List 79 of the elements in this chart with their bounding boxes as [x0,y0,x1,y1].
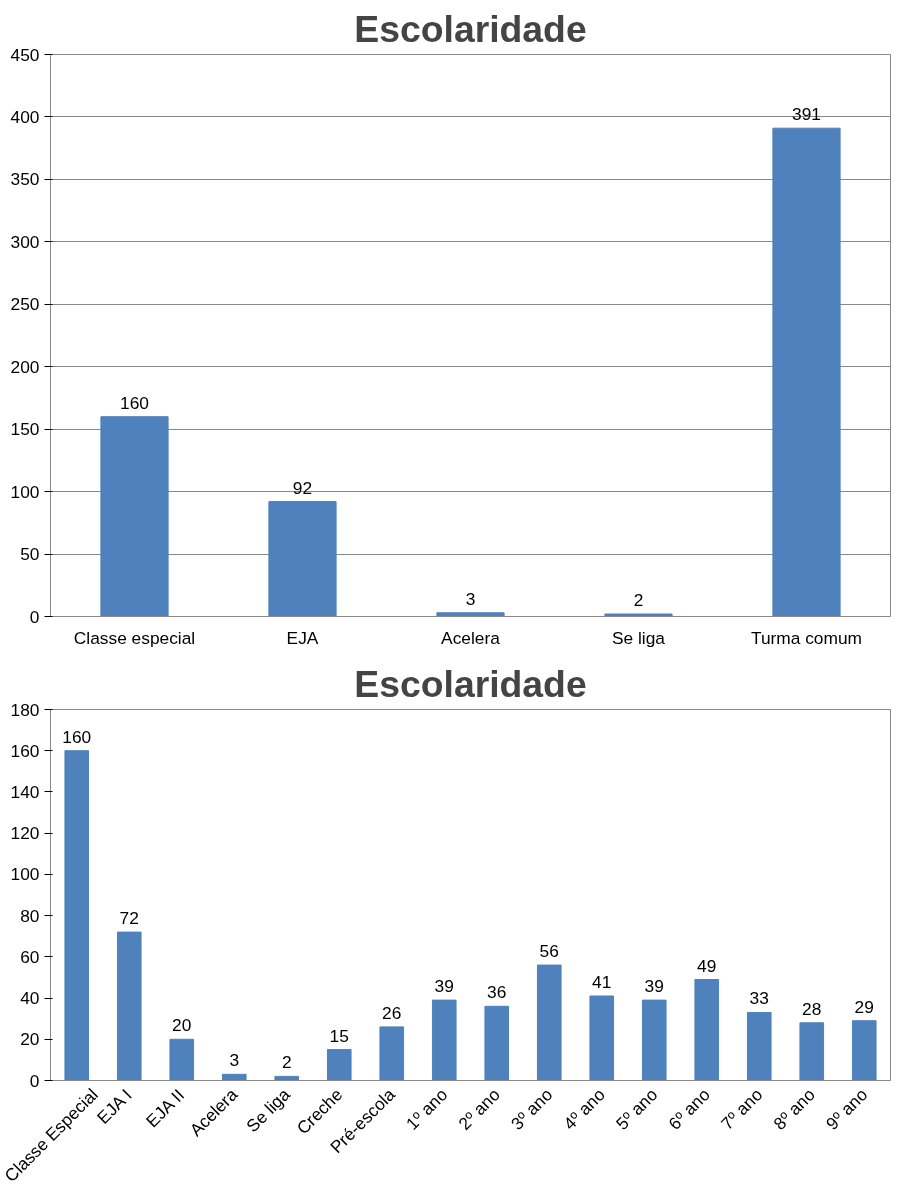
x-tick-label: 5º ano [612,1084,662,1134]
y-tick-label: 120 [10,823,40,844]
bar [604,613,673,617]
data-label: 49 [697,955,717,976]
x-tick-label: 6º ano [664,1084,714,1134]
data-label: 29 [854,996,874,1017]
chart-title: Escolaridade [354,7,587,50]
data-label: 15 [329,1025,349,1046]
x-tick-label: 9º ano [822,1084,872,1134]
bar [694,979,720,1081]
y-tick-label: 150 [10,419,40,440]
bar [379,1026,405,1081]
bar [641,999,667,1081]
data-label: 2 [281,1052,292,1073]
y-tick-label: 0 [29,606,40,627]
bar [746,1011,772,1081]
data-label: 3 [465,588,476,609]
y-tick-label: 100 [10,864,40,885]
bar [64,750,90,1081]
data-label: 28 [802,998,822,1019]
data-label: 3 [229,1050,240,1071]
y-tick-label: 80 [20,905,40,926]
bar [221,1073,247,1081]
x-tick-label: Se liga [612,627,666,648]
data-label: 39 [644,976,664,997]
y-tick-label: 350 [10,169,40,190]
data-label: 36 [487,982,507,1003]
x-tick-label: 1º ano [402,1084,452,1134]
x-tick-label: 3º ano [507,1084,557,1134]
data-label: 39 [434,976,454,997]
bar [589,995,615,1081]
bar [268,501,337,617]
x-tick-label: EJA II [141,1085,189,1132]
y-tick-label: 400 [10,106,40,127]
y-tick-label: 250 [10,294,40,315]
bar [100,416,169,617]
data-label: 26 [382,1002,402,1023]
y-tick-label: 200 [10,356,40,377]
x-tick-label: 7º ano [717,1084,767,1134]
data-label: 2 [633,590,644,610]
x-tick-label: Turma comum [750,627,863,648]
x-tick-label: Classe especial [73,627,196,648]
data-label: 72 [119,908,139,929]
y-tick-label: 180 [10,699,40,720]
data-label: 41 [592,971,612,992]
x-tick-label: 4º ano [559,1084,609,1134]
bar [484,1005,510,1081]
bar [851,1020,877,1081]
chart-title: Escolaridade [354,662,587,705]
bar [772,127,841,617]
data-label: 391 [792,104,821,125]
y-tick-label: 50 [20,544,40,565]
data-label: 56 [539,941,559,962]
x-tick-label: Se liga [242,1084,295,1137]
bar [431,999,457,1081]
x-tick-label: 2º ano [454,1084,504,1134]
bar [116,931,142,1081]
data-label: 160 [62,726,92,747]
x-tick-label: Acelera [441,627,501,648]
data-label: 160 [120,392,149,413]
bar [326,1049,352,1081]
bar [436,612,505,617]
y-tick-label: 450 [10,44,40,65]
x-tick-label: 8º ano [769,1084,819,1134]
y-tick-label: 100 [10,481,40,502]
y-tick-label: 300 [10,231,40,252]
data-label: 20 [172,1015,192,1036]
bar [799,1022,825,1081]
bar [536,964,562,1081]
y-tick-label: 0 [29,1070,40,1091]
y-tick-label: 160 [10,740,40,761]
y-tick-label: 60 [20,946,40,967]
y-tick-label: 140 [10,781,40,802]
y-tick-label: 20 [20,1029,40,1050]
y-tick-label: 40 [20,988,40,1009]
data-label: 92 [292,477,313,498]
x-tick-label: EJA [286,627,319,648]
data-label: 33 [749,988,769,1009]
bar [169,1038,195,1081]
